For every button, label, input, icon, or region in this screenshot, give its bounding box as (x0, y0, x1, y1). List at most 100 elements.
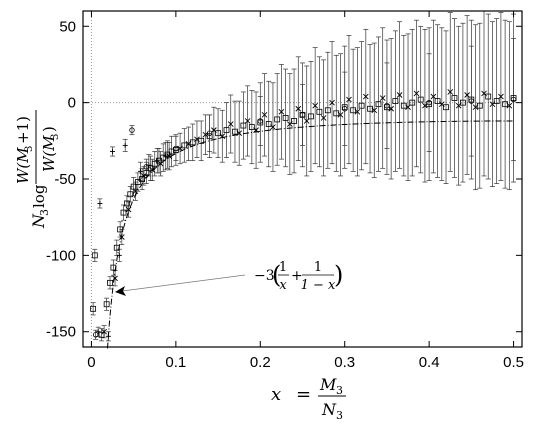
data-point-square (91, 252, 98, 259)
data-point-circle (206, 130, 213, 136)
data-point-square (341, 104, 348, 111)
data-point-square (460, 99, 466, 106)
data-point-square (443, 104, 449, 111)
data-point-cross (295, 105, 302, 112)
data-point-circle (426, 99, 432, 106)
data-point-cross (211, 127, 217, 133)
data-point-cross (388, 105, 394, 112)
y-tick-label: -50 (54, 171, 76, 188)
curve-label-left-paren: ( (272, 261, 281, 289)
data-point-circle (342, 106, 348, 112)
data-point-cross (422, 102, 428, 109)
data-point-square (139, 176, 145, 182)
x-axis-label-den: N (321, 400, 337, 419)
plot-frame (82, 10, 523, 348)
x-axis-label: x = M 3 N 3 (271, 375, 346, 422)
data-point-circle (468, 98, 475, 104)
data-point-square (257, 119, 264, 126)
data-point-cross (489, 101, 496, 107)
data-point-circle (510, 96, 517, 103)
data-point-square (375, 101, 382, 108)
data-point-square (127, 191, 134, 198)
data-point-cross (371, 107, 378, 114)
data-point-cross (337, 112, 344, 118)
data-point-square (223, 127, 230, 134)
data-point-cross (287, 121, 293, 127)
data-point-circle (384, 102, 390, 109)
data-point-cross (278, 108, 285, 115)
data-point-plus (163, 153, 169, 159)
data-point-square (510, 95, 517, 101)
data-point-plus (154, 158, 160, 164)
data-point-cross (362, 93, 369, 100)
data-point-square (308, 113, 314, 120)
curve-label-prefix: −3 (254, 268, 275, 284)
data-point-cross (125, 206, 132, 213)
axis-ticks: 0 0.1 0.2 0.3 0.4 0.5 50 0 -50 -100 -150 (46, 11, 524, 371)
data-point-cross (244, 118, 251, 124)
data-point-square (291, 118, 297, 124)
data-point-circle (173, 145, 179, 152)
data-point-cross (354, 108, 361, 115)
x-axis-label-var: x (271, 384, 281, 405)
y-axis-label: N 3 log W(M 3 +1) W(M 3 ) (14, 110, 61, 229)
data-point-cross (227, 121, 234, 127)
y-tick-label: 50 (59, 18, 76, 35)
x-tick-label: 0.4 (419, 354, 440, 371)
data-point-square (468, 96, 475, 103)
data-point-square (485, 93, 492, 100)
data-point-square (282, 115, 289, 121)
x-axis-label-num: M (319, 375, 337, 394)
data-point-square (324, 107, 331, 114)
data-point-square (107, 279, 113, 286)
data-point-square (358, 102, 365, 109)
y-tick-label: 0 (68, 95, 76, 112)
data-point-plus (97, 200, 103, 206)
data-point-cross (270, 124, 276, 130)
data-point-circle (129, 127, 135, 133)
data-point-square (143, 169, 150, 176)
curve-label-a-den: x (279, 278, 287, 293)
x-tick-label: 0.3 (334, 354, 355, 371)
data-point-cross (472, 104, 479, 111)
data-point-plus (110, 149, 116, 155)
annotation-arrowhead (115, 286, 126, 296)
data-point-cross (447, 89, 454, 95)
data-point-plus (146, 162, 152, 168)
x-tick-label: 0.1 (165, 354, 186, 371)
data-point-cross (464, 92, 470, 98)
data-point-circle (299, 112, 306, 118)
data-point-cross (405, 104, 411, 111)
data-point-cross (166, 153, 172, 159)
data-point-cross (194, 136, 200, 143)
data-point-square (451, 95, 458, 101)
y-axis-label-num: W(M (14, 147, 32, 184)
data-point-square (117, 226, 124, 233)
x-tick-label: 0.2 (250, 354, 271, 371)
data-point-cross (481, 90, 487, 97)
data-point-cross (413, 90, 420, 97)
data-point-square (434, 98, 441, 105)
data-point-cross (185, 141, 192, 147)
x-axis-label-eq: = (296, 384, 311, 405)
data-point-plus (137, 168, 143, 174)
y-tick-label: -100 (46, 247, 76, 264)
curve-label-plus: + (291, 268, 303, 284)
data-point-cross (312, 102, 318, 109)
data-point-square (274, 116, 281, 123)
data-point-circle (92, 332, 99, 338)
y-axis-label-pre-sub: 3 (38, 209, 51, 216)
data-point-cross (149, 167, 156, 173)
data-point-cross (329, 99, 335, 106)
curve-label-a-num: 1 (279, 260, 287, 275)
x-axis-label-num-sub: 3 (336, 384, 343, 397)
data-point-cross (119, 234, 125, 240)
data-point-square (409, 99, 416, 106)
annotation-arrow-line (121, 274, 246, 292)
data-point-cross (346, 96, 352, 103)
x-axis-label-den-sub: 3 (336, 409, 343, 422)
y-axis-label-den-sub: 3 (50, 134, 61, 140)
data-point-square (90, 305, 97, 312)
plot-area (82, 10, 523, 349)
